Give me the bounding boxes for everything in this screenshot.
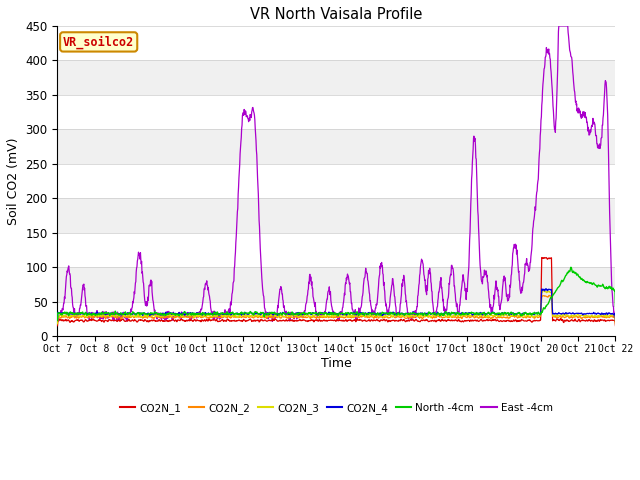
Bar — [58, 95, 616, 130]
Bar — [58, 26, 616, 60]
Bar — [58, 302, 616, 336]
Bar — [58, 233, 616, 267]
Bar — [58, 164, 616, 198]
Y-axis label: Soil CO2 (mV): Soil CO2 (mV) — [7, 137, 20, 225]
Title: VR North Vaisala Profile: VR North Vaisala Profile — [250, 7, 422, 22]
Text: VR_soilco2: VR_soilco2 — [63, 35, 134, 48]
X-axis label: Time: Time — [321, 357, 352, 370]
Legend: CO2N_1, CO2N_2, CO2N_3, CO2N_4, North -4cm, East -4cm: CO2N_1, CO2N_2, CO2N_3, CO2N_4, North -4… — [116, 399, 557, 418]
